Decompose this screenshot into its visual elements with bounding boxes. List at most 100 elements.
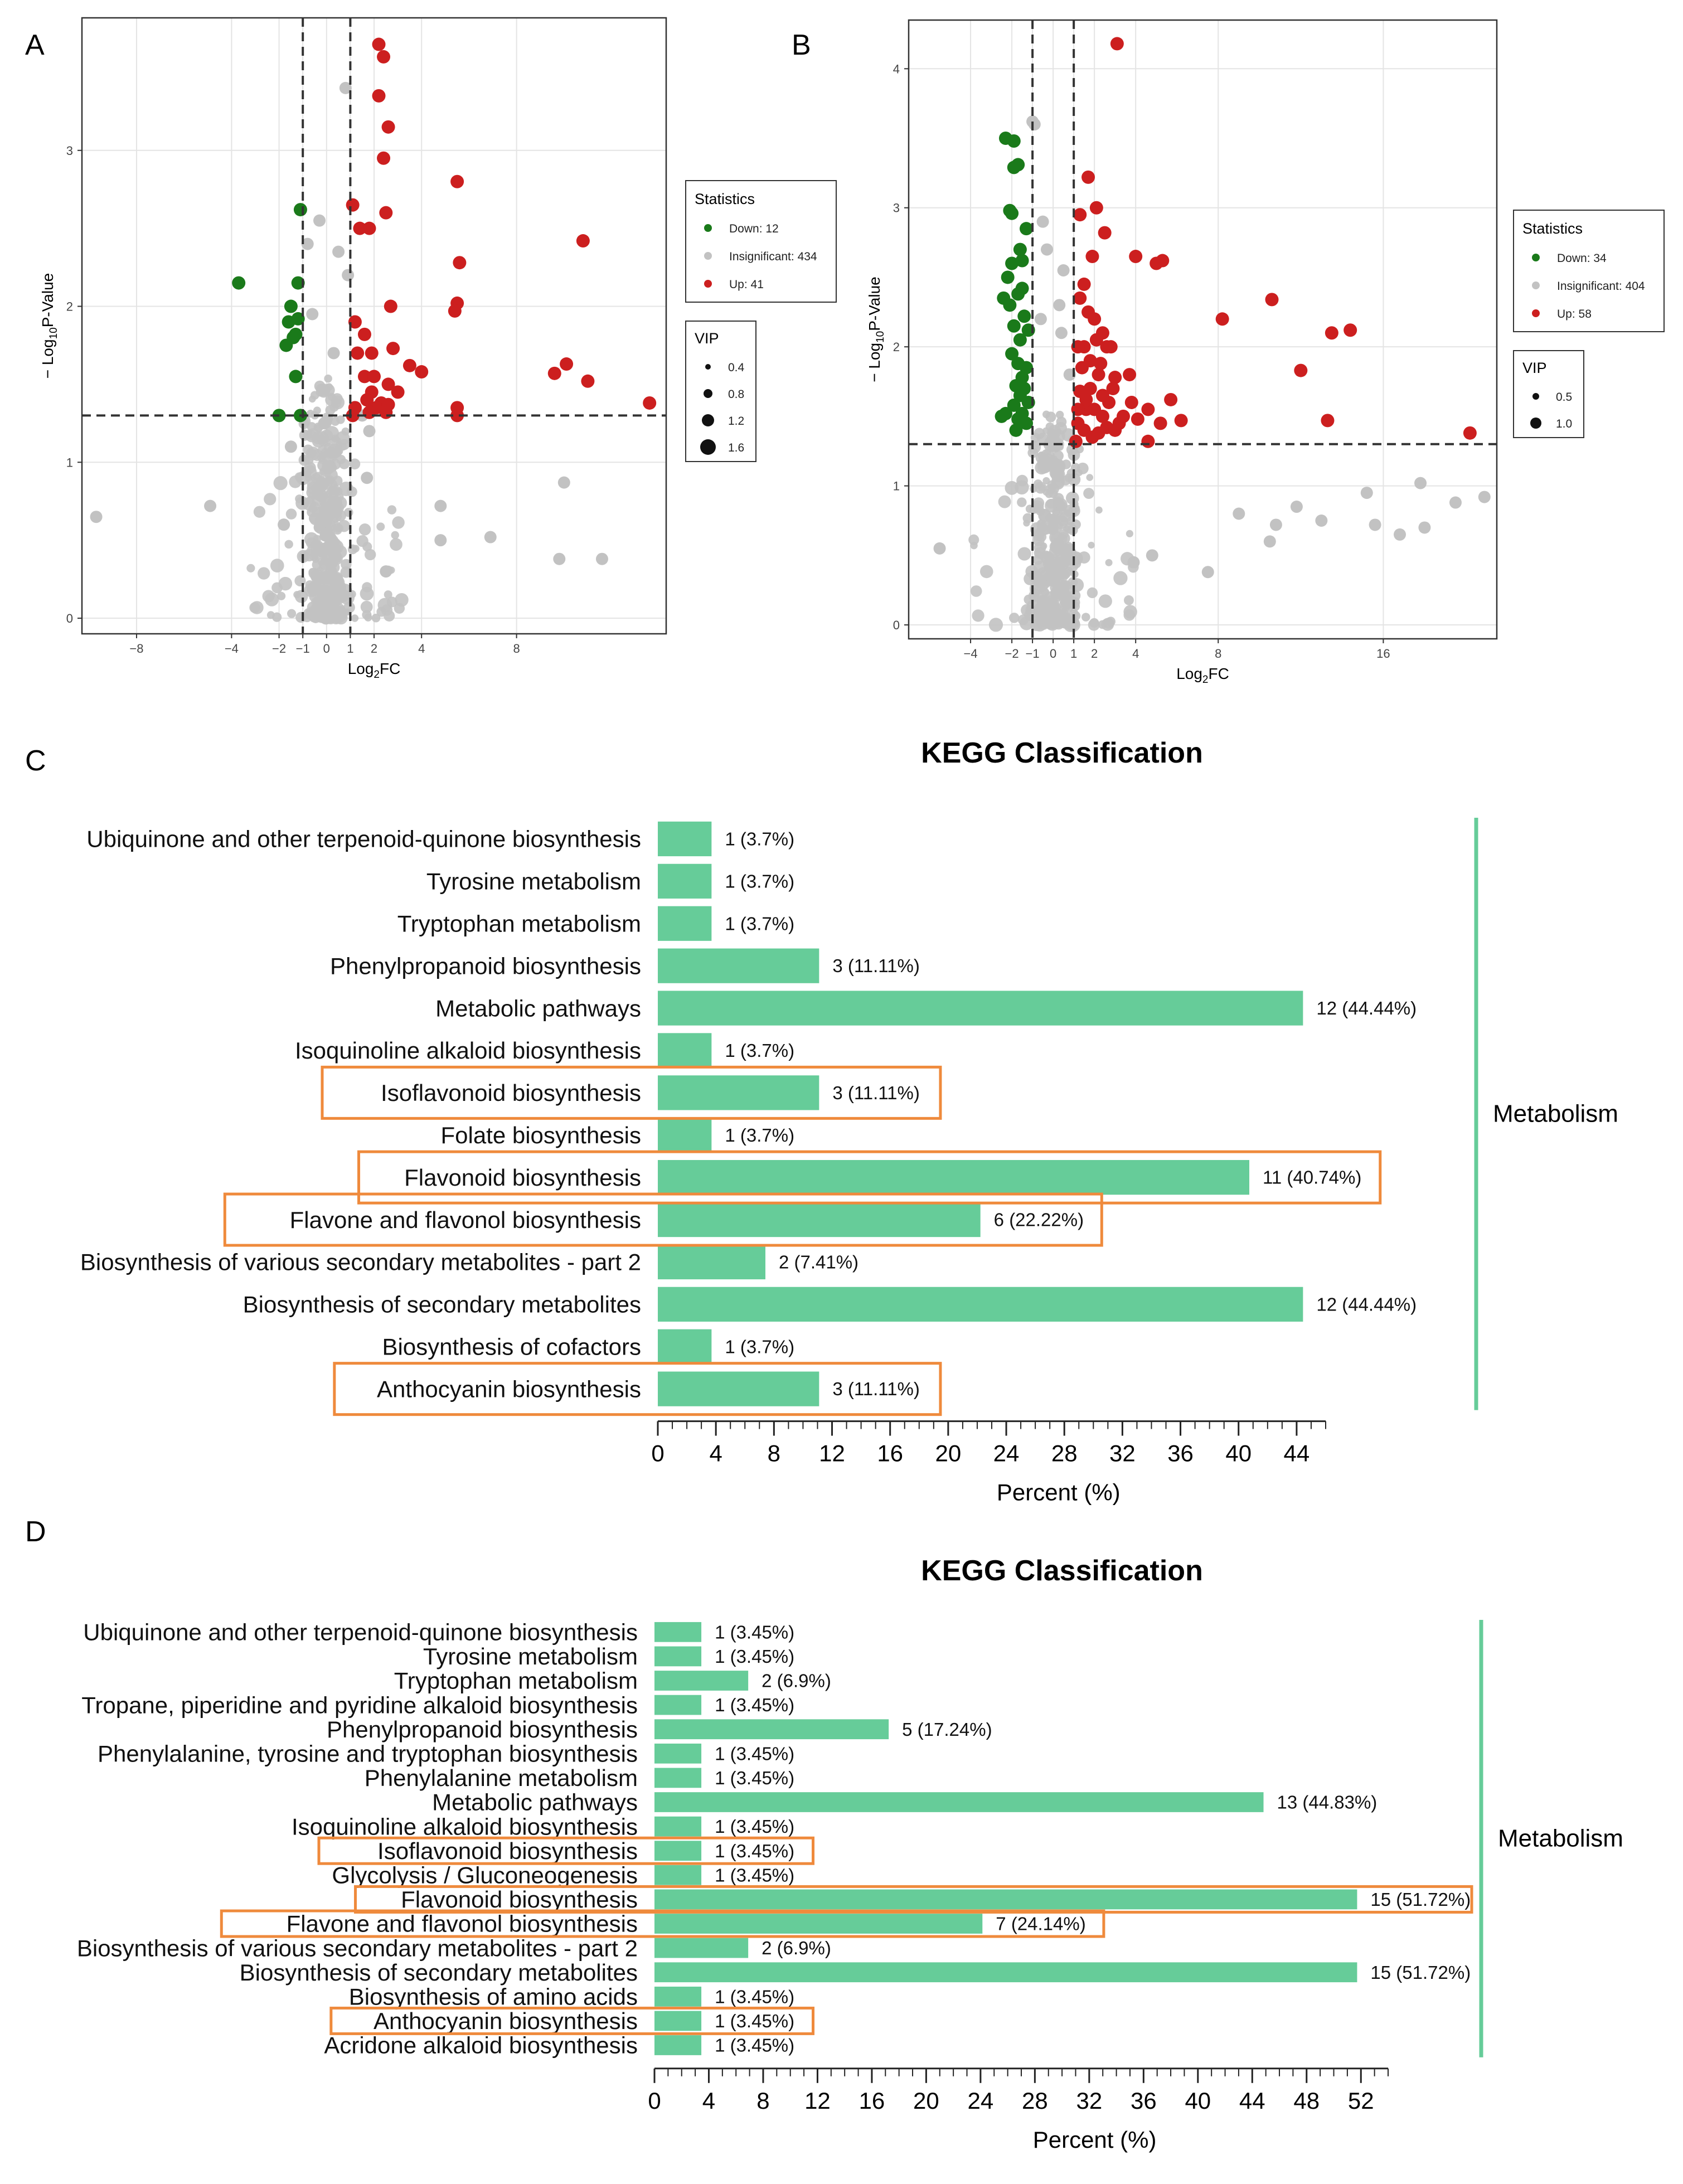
category-label: Tropane, piperidine and pyridine alkaloi… — [81, 1692, 638, 1718]
x-tick-label: 28 — [1051, 1440, 1078, 1467]
point-down — [1015, 254, 1029, 268]
point-up — [1083, 354, 1097, 368]
bar — [658, 1075, 819, 1110]
x-tick-label: 48 — [1293, 2088, 1320, 2114]
point-insignificant — [364, 549, 376, 561]
point-insignificant — [316, 384, 325, 394]
x-tick-label: 4 — [702, 2088, 715, 2114]
bar — [658, 906, 712, 941]
x-tick-label: 20 — [935, 1440, 962, 1467]
category-label: Tryptophan metabolism — [394, 1668, 638, 1694]
point-insignificant — [327, 443, 342, 458]
point-insignificant — [380, 565, 392, 578]
point-insignificant — [1290, 501, 1303, 513]
bar — [654, 1719, 889, 1740]
point-insignificant — [90, 511, 103, 523]
point-insignificant — [1034, 313, 1047, 326]
point-insignificant — [334, 607, 348, 621]
chart-title: KEGG Classification — [921, 1555, 1203, 1587]
point-insignificant — [362, 582, 372, 593]
point-insignificant — [1039, 455, 1052, 469]
bar — [658, 948, 819, 983]
point-insignificant — [270, 559, 284, 572]
point-up — [1095, 409, 1109, 423]
highlight-box — [321, 1065, 942, 1120]
bar — [658, 1329, 712, 1364]
x-tick-label: 36 — [1131, 2088, 1157, 2114]
point-down — [1013, 333, 1027, 347]
point-insignificant — [988, 618, 1003, 632]
y-tick-label: 3 — [893, 201, 900, 215]
x-axis-title: Log2FC — [348, 660, 401, 681]
data-label: 1 (3.45%) — [715, 2035, 794, 2056]
point-up — [1089, 201, 1103, 215]
point-up — [1088, 312, 1102, 326]
point-down — [1001, 270, 1015, 284]
point-insignificant — [1054, 515, 1068, 530]
point-insignificant — [1035, 550, 1042, 557]
point-insignificant — [331, 416, 340, 426]
x-tick-label: 20 — [913, 2088, 939, 2114]
point-insignificant — [331, 393, 343, 405]
point-insignificant — [970, 585, 982, 597]
point-down — [1011, 287, 1025, 301]
point-insignificant — [1036, 215, 1049, 228]
point-insignificant — [253, 506, 266, 518]
category-label: Flavone and flavonol biosynthesis — [290, 1207, 641, 1233]
legend-up-label: Up: 58 — [1557, 308, 1592, 321]
point-up — [362, 405, 376, 419]
point-insignificant — [1057, 264, 1070, 276]
bar — [654, 1986, 702, 2007]
point-insignificant — [1124, 595, 1134, 605]
point-insignificant — [317, 605, 330, 618]
point-up — [1081, 170, 1095, 184]
point-up — [1108, 423, 1122, 437]
category-label: Phenylalanine metabolism — [365, 1765, 638, 1791]
x-tick-label: −1 — [296, 642, 310, 656]
point-insignificant — [1105, 559, 1113, 566]
point-up — [402, 358, 416, 372]
point-insignificant — [1201, 566, 1214, 579]
point-insignificant — [328, 496, 342, 511]
point-insignificant — [204, 499, 217, 512]
x-tick-label: 0 — [651, 1440, 664, 1467]
point-up — [1265, 293, 1279, 307]
x-tick-label: 36 — [1167, 1440, 1194, 1467]
point-insignificant — [1095, 506, 1103, 514]
point-up — [1077, 277, 1091, 291]
data-label: 12 (44.44%) — [1316, 998, 1417, 1018]
point-insignificant — [1053, 299, 1066, 312]
kegg-bar-chart-d: KEGG Classification Ubiquinone and other … — [77, 1555, 1623, 2153]
point-insignificant — [272, 612, 282, 622]
x-tick-label: 52 — [1348, 2088, 1374, 2114]
point-up — [1164, 392, 1178, 406]
point-up — [384, 299, 397, 313]
data-label: 1 (3.7%) — [725, 1336, 794, 1357]
point-up — [377, 151, 391, 165]
bar — [654, 1792, 1264, 1812]
point-insignificant — [1028, 440, 1041, 454]
category-label: Phenylpropanoid biosynthesis — [327, 1716, 638, 1743]
x-tick-label: 32 — [1109, 1440, 1136, 1467]
x-tick-label: −4 — [964, 647, 978, 661]
y-tick-label: 0 — [66, 611, 73, 625]
category-label: Anthocyanin biosynthesis — [374, 2008, 638, 2034]
point-insignificant — [1069, 609, 1079, 619]
bar — [654, 2035, 702, 2055]
point-insignificant — [1103, 617, 1114, 629]
point-up — [1095, 389, 1109, 402]
point-insignificant — [1028, 118, 1041, 131]
point-insignificant — [336, 454, 346, 464]
data-label: 1 (3.45%) — [715, 1865, 794, 1885]
point-insignificant — [306, 308, 319, 321]
x-tick-label: 40 — [1225, 1440, 1252, 1467]
data-label: 2 (6.9%) — [762, 1938, 831, 1958]
legend-up-swatch — [704, 280, 712, 288]
point-insignificant — [1113, 571, 1128, 585]
point-insignificant — [1088, 541, 1095, 549]
x-tick-label: 44 — [1284, 1440, 1310, 1467]
x-tick-label: 8 — [768, 1440, 780, 1467]
legend-down-swatch — [704, 224, 712, 232]
category-label: Anthocyanin biosynthesis — [377, 1376, 641, 1402]
